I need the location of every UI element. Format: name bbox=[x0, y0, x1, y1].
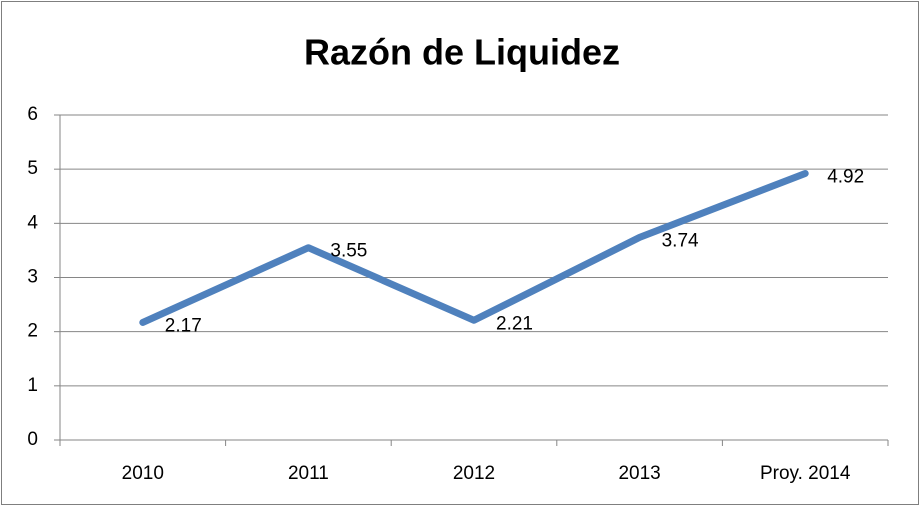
y-tick-label: 4 bbox=[27, 212, 38, 233]
data-label: 3.55 bbox=[330, 241, 367, 262]
x-tick-label: 2011 bbox=[288, 463, 329, 484]
x-tick-label: 2013 bbox=[618, 463, 660, 484]
y-tick-label: 3 bbox=[27, 267, 38, 288]
data-label: 2.21 bbox=[496, 313, 533, 334]
y-tick-label: 0 bbox=[27, 429, 38, 450]
data-label: 2.17 bbox=[165, 315, 202, 336]
y-tick-label: 5 bbox=[27, 158, 38, 179]
chart-title: Razón de Liquidez bbox=[304, 32, 620, 73]
y-tick-label: 2 bbox=[27, 321, 38, 342]
data-label: 3.74 bbox=[662, 230, 699, 251]
x-tick-label: 2012 bbox=[453, 463, 495, 484]
line bbox=[139, 170, 809, 326]
x-tick-label: 2010 bbox=[122, 463, 164, 484]
y-tick-label: 1 bbox=[27, 375, 38, 396]
x-tick-label: Proy. 2014 bbox=[760, 463, 851, 484]
data-label: 4.92 bbox=[827, 167, 864, 188]
y-tick-label: 6 bbox=[27, 104, 38, 125]
